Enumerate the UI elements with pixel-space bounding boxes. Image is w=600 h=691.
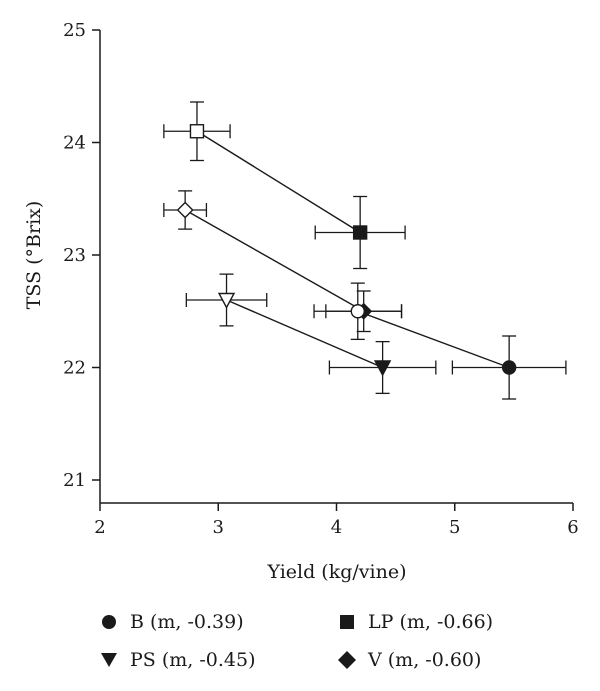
tick-marks [92, 29, 574, 511]
x-tick-label: 6 [567, 517, 578, 538]
error-bars [163, 101, 567, 400]
y-tick-label: 21 [63, 470, 86, 491]
data-point-v-open [176, 201, 194, 219]
legend: B (m, -0.39) LP (m, -0.66) PS (m, -0.45)… [0, 600, 600, 691]
y-tick-label: 22 [63, 358, 86, 379]
legend-label: LP (m, -0.66) [368, 611, 494, 633]
connector-lines [184, 130, 510, 369]
data-point-b-filled [501, 360, 517, 375]
legend-label: PS (m, -0.45) [130, 649, 256, 671]
square-icon [336, 611, 358, 633]
data-point-lp-open [189, 124, 205, 139]
data-point-ps-filled [373, 360, 392, 377]
y-tick-label: 23 [63, 245, 86, 266]
connector-line [184, 209, 365, 312]
legend-item-ps: PS (m, -0.45) [98, 649, 256, 671]
data-point-ps-open [217, 292, 236, 309]
legend-item-b: B (m, -0.39) [98, 611, 244, 633]
x-tick-label: 5 [449, 517, 460, 538]
y-axis-label: TSS (°Brix) [23, 201, 45, 310]
legend-item-v: V (m, -0.60) [336, 649, 481, 671]
legend-label: V (m, -0.60) [368, 649, 482, 671]
x-axis-label: Yield (kg/vine) [266, 561, 406, 583]
y-tick-label: 25 [63, 20, 86, 41]
x-tick-label: 3 [213, 517, 224, 538]
triangle-down-icon [98, 649, 120, 671]
connector-line [196, 130, 361, 234]
connector-line [357, 310, 510, 369]
connector-line [226, 299, 383, 369]
y-tick-label: 24 [63, 133, 86, 154]
data-point-lp-filled [352, 225, 368, 240]
x-tick-label: 4 [331, 517, 342, 538]
axes [99, 30, 573, 504]
x-tick-label: 2 [94, 517, 105, 538]
legend-item-lp: LP (m, -0.66) [336, 611, 493, 633]
data-point-b-open [350, 304, 365, 319]
circle-icon [98, 611, 120, 633]
legend-label: B (m, -0.39) [130, 611, 244, 633]
data-markers [176, 124, 517, 377]
diamond-icon [336, 649, 358, 671]
